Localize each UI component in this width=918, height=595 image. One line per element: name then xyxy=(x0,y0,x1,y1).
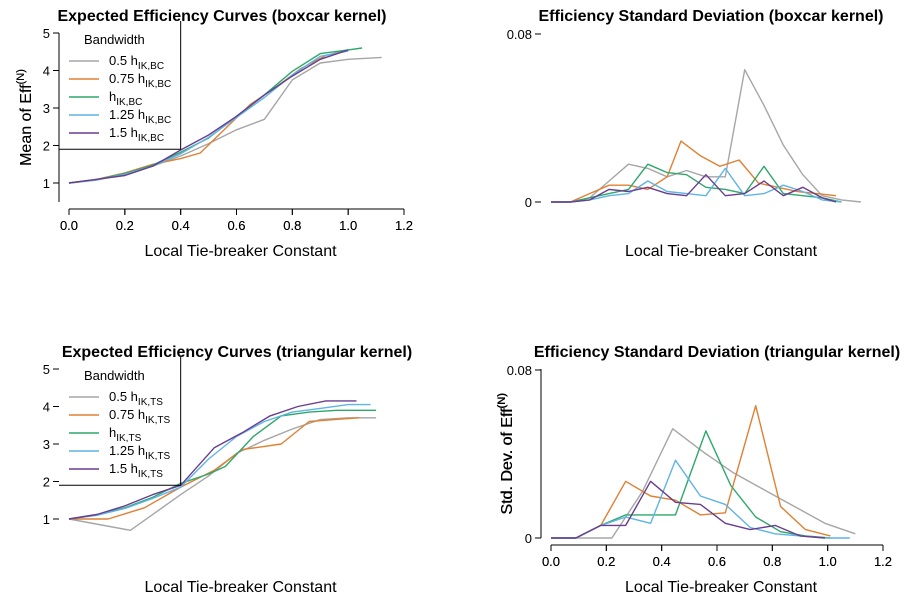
legend-label-0: 0.5 hIK,TS xyxy=(109,389,163,408)
series-line-0 xyxy=(551,68,861,203)
x-tick-label: 1.2 xyxy=(874,554,892,569)
series-line-4 xyxy=(68,400,357,520)
x-tick-label: 0.6 xyxy=(227,218,245,233)
x-tick-label: 1.2 xyxy=(395,218,413,233)
series-line-3 xyxy=(551,167,842,203)
legend-title: Bandwidth xyxy=(84,32,145,47)
series-line-1 xyxy=(69,417,360,520)
chart-title: Expected Efficiency Curves (boxcar kerne… xyxy=(57,8,386,25)
x-tick-label: 0.8 xyxy=(763,554,781,569)
x-axis-label: Local Tie-breaker Constant xyxy=(625,579,818,595)
x-tick-label: 0.8 xyxy=(283,218,301,233)
legend-label-1: 0.75 hIK,TS xyxy=(109,407,170,426)
series-line-1 xyxy=(551,140,837,203)
x-tick-label: 0.6 xyxy=(708,554,726,569)
legend-label-4: 1.5 hIK,BC xyxy=(109,125,164,144)
x-tick-label: 0.0 xyxy=(542,554,560,569)
y-tick-label: 4 xyxy=(43,400,50,415)
x-tick-label: 0.8 xyxy=(763,554,781,569)
x-tick-label: 0.4 xyxy=(653,554,671,569)
series-line-0 xyxy=(68,417,377,531)
x-tick-label: 0.2 xyxy=(597,554,615,569)
x-tick-label: 0.4 xyxy=(653,554,671,569)
x-tick-label: 1.0 xyxy=(339,218,357,233)
y-axis-label: Std. Dev. of Eff(N) xyxy=(496,393,516,514)
series-line-4 xyxy=(551,480,825,539)
series-line-3 xyxy=(551,459,850,539)
x-tick-label: 1.0 xyxy=(819,554,837,569)
y-tick-label: 3 xyxy=(43,437,50,452)
y-tick-label: 0.08 xyxy=(507,363,532,378)
y-tick-label: 0 xyxy=(525,195,532,210)
panel-sd-boxcar: Efficiency Standard Deviation (boxcar ke… xyxy=(496,8,892,569)
series-line-0 xyxy=(551,428,856,539)
series-line-2 xyxy=(551,430,831,539)
x-tick-label: 0.4 xyxy=(172,218,190,233)
x-tick-label: 0.0 xyxy=(60,218,78,233)
x-tick-label: 0.2 xyxy=(116,218,134,233)
y-tick-label: 2 xyxy=(43,139,50,154)
panel-mean-boxcar: Expected Efficiency Curves (boxcar kerne… xyxy=(15,8,413,260)
y-tick-label: 5 xyxy=(43,362,50,377)
x-tick-label: 0.6 xyxy=(227,218,245,233)
series-line-4 xyxy=(68,49,349,184)
x-tick-label: 0.0 xyxy=(60,218,78,233)
x-tick-label: 0.6 xyxy=(708,554,726,569)
x-tick-label: 0.4 xyxy=(172,218,190,233)
x-tick-label: 0.0 xyxy=(542,554,560,569)
y-tick-label: 0 xyxy=(525,531,532,546)
y-tick-label: 2 xyxy=(43,475,50,490)
y-tick-label: 0.08 xyxy=(507,27,532,42)
legend-label-3: 1.25 hIK,TS xyxy=(109,443,170,462)
chart-title: Efficiency Standard Deviation (triangula… xyxy=(534,344,900,361)
x-axis-label: Local Tie-breaker Constant xyxy=(625,243,818,260)
y-tick-label: 4 xyxy=(43,64,50,79)
x-tick-label: 0.2 xyxy=(597,554,615,569)
y-tick-label: 5 xyxy=(43,26,50,41)
x-tick-label: 1.2 xyxy=(874,554,892,569)
legend-label-2: hIK,TS xyxy=(109,425,142,444)
y-tick-label: 3 xyxy=(43,101,50,116)
y-tick-label: 1 xyxy=(43,512,50,527)
y-axis-label: Mean of Eff(N) xyxy=(15,69,35,166)
y-axis-label: Std. Dev. of Eff(N) xyxy=(496,393,516,514)
chart-title: Expected Efficiency Curves (triangular k… xyxy=(62,344,412,361)
legend-label-0: 0.5 hIK,BC xyxy=(109,53,164,72)
x-tick-label: 1.2 xyxy=(395,218,413,233)
legend-label-4: 1.5 hIK,TS xyxy=(109,461,163,480)
legend-label-1: 0.75 hIK,BC xyxy=(109,71,171,90)
x-axis-label: Local Tie-breaker Constant xyxy=(144,243,337,260)
y-tick-label: 1 xyxy=(43,176,50,191)
series-line-2 xyxy=(551,163,842,203)
x-tick-label: 1.0 xyxy=(819,554,837,569)
series-line-4 xyxy=(551,173,837,203)
panel-mean-triangular: Expected Efficiency Curves (triangular k… xyxy=(15,33,413,595)
x-tick-label: 0.2 xyxy=(116,218,134,233)
y-axis-label: Mean of Eff(N) xyxy=(15,69,35,166)
legend-label-3: 1.25 hIK,BC xyxy=(109,107,171,126)
x-tick-label: 0.8 xyxy=(283,218,301,233)
x-axis-label: Local Tie-breaker Constant xyxy=(144,579,337,595)
chart-title: Efficiency Standard Deviation (boxcar ke… xyxy=(539,8,884,25)
legend-label-2: hIK,BC xyxy=(109,89,142,108)
x-tick-label: 1.0 xyxy=(339,218,357,233)
series-line-3 xyxy=(68,403,371,520)
legend-title: Bandwidth xyxy=(84,368,145,383)
panel-sd-triangular: Efficiency Standard Deviation (triangula… xyxy=(496,344,900,595)
